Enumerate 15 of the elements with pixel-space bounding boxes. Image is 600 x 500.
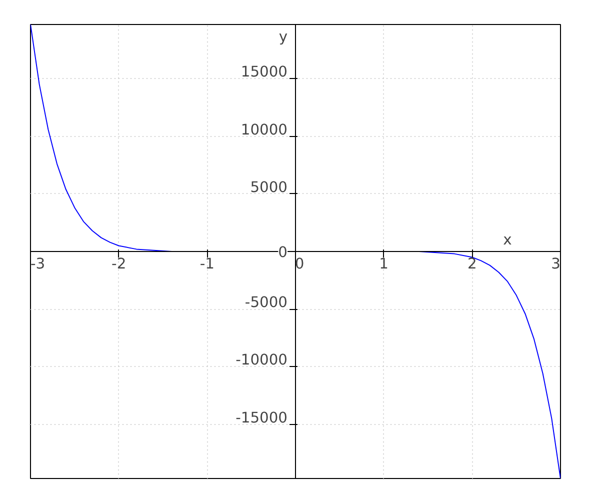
x-tick-label: -2 (112, 256, 126, 272)
y-tick-label: 5000 (250, 178, 288, 196)
y-tick-label: 0 (278, 244, 288, 261)
x-tick-label: 3 (551, 256, 561, 272)
y-tick-label: 15000 (240, 64, 288, 81)
x-tick-label: -3 (30, 256, 46, 272)
y-axis-title: y (278, 28, 288, 46)
x-axis-title: x (503, 232, 512, 248)
y-tick-label: 10000 (240, 121, 288, 138)
x-tick-label: 1 (379, 256, 388, 272)
x-tick-label: 2 (468, 256, 477, 272)
y-tick-label: -15000 (236, 409, 288, 426)
x-tick-label: -1 (200, 256, 214, 272)
y-tick-label: -10000 (236, 352, 288, 369)
y-tick-label: -5000 (244, 294, 288, 312)
